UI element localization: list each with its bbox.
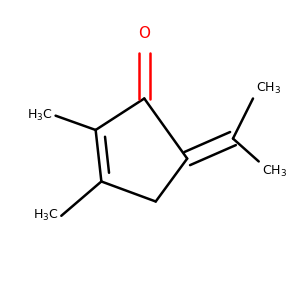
Text: O: O	[138, 26, 150, 41]
Text: CH$_3$: CH$_3$	[262, 164, 287, 179]
Text: H$_3$C: H$_3$C	[33, 208, 58, 224]
Text: CH$_3$: CH$_3$	[256, 80, 281, 96]
Text: H$_3$C: H$_3$C	[27, 108, 53, 123]
